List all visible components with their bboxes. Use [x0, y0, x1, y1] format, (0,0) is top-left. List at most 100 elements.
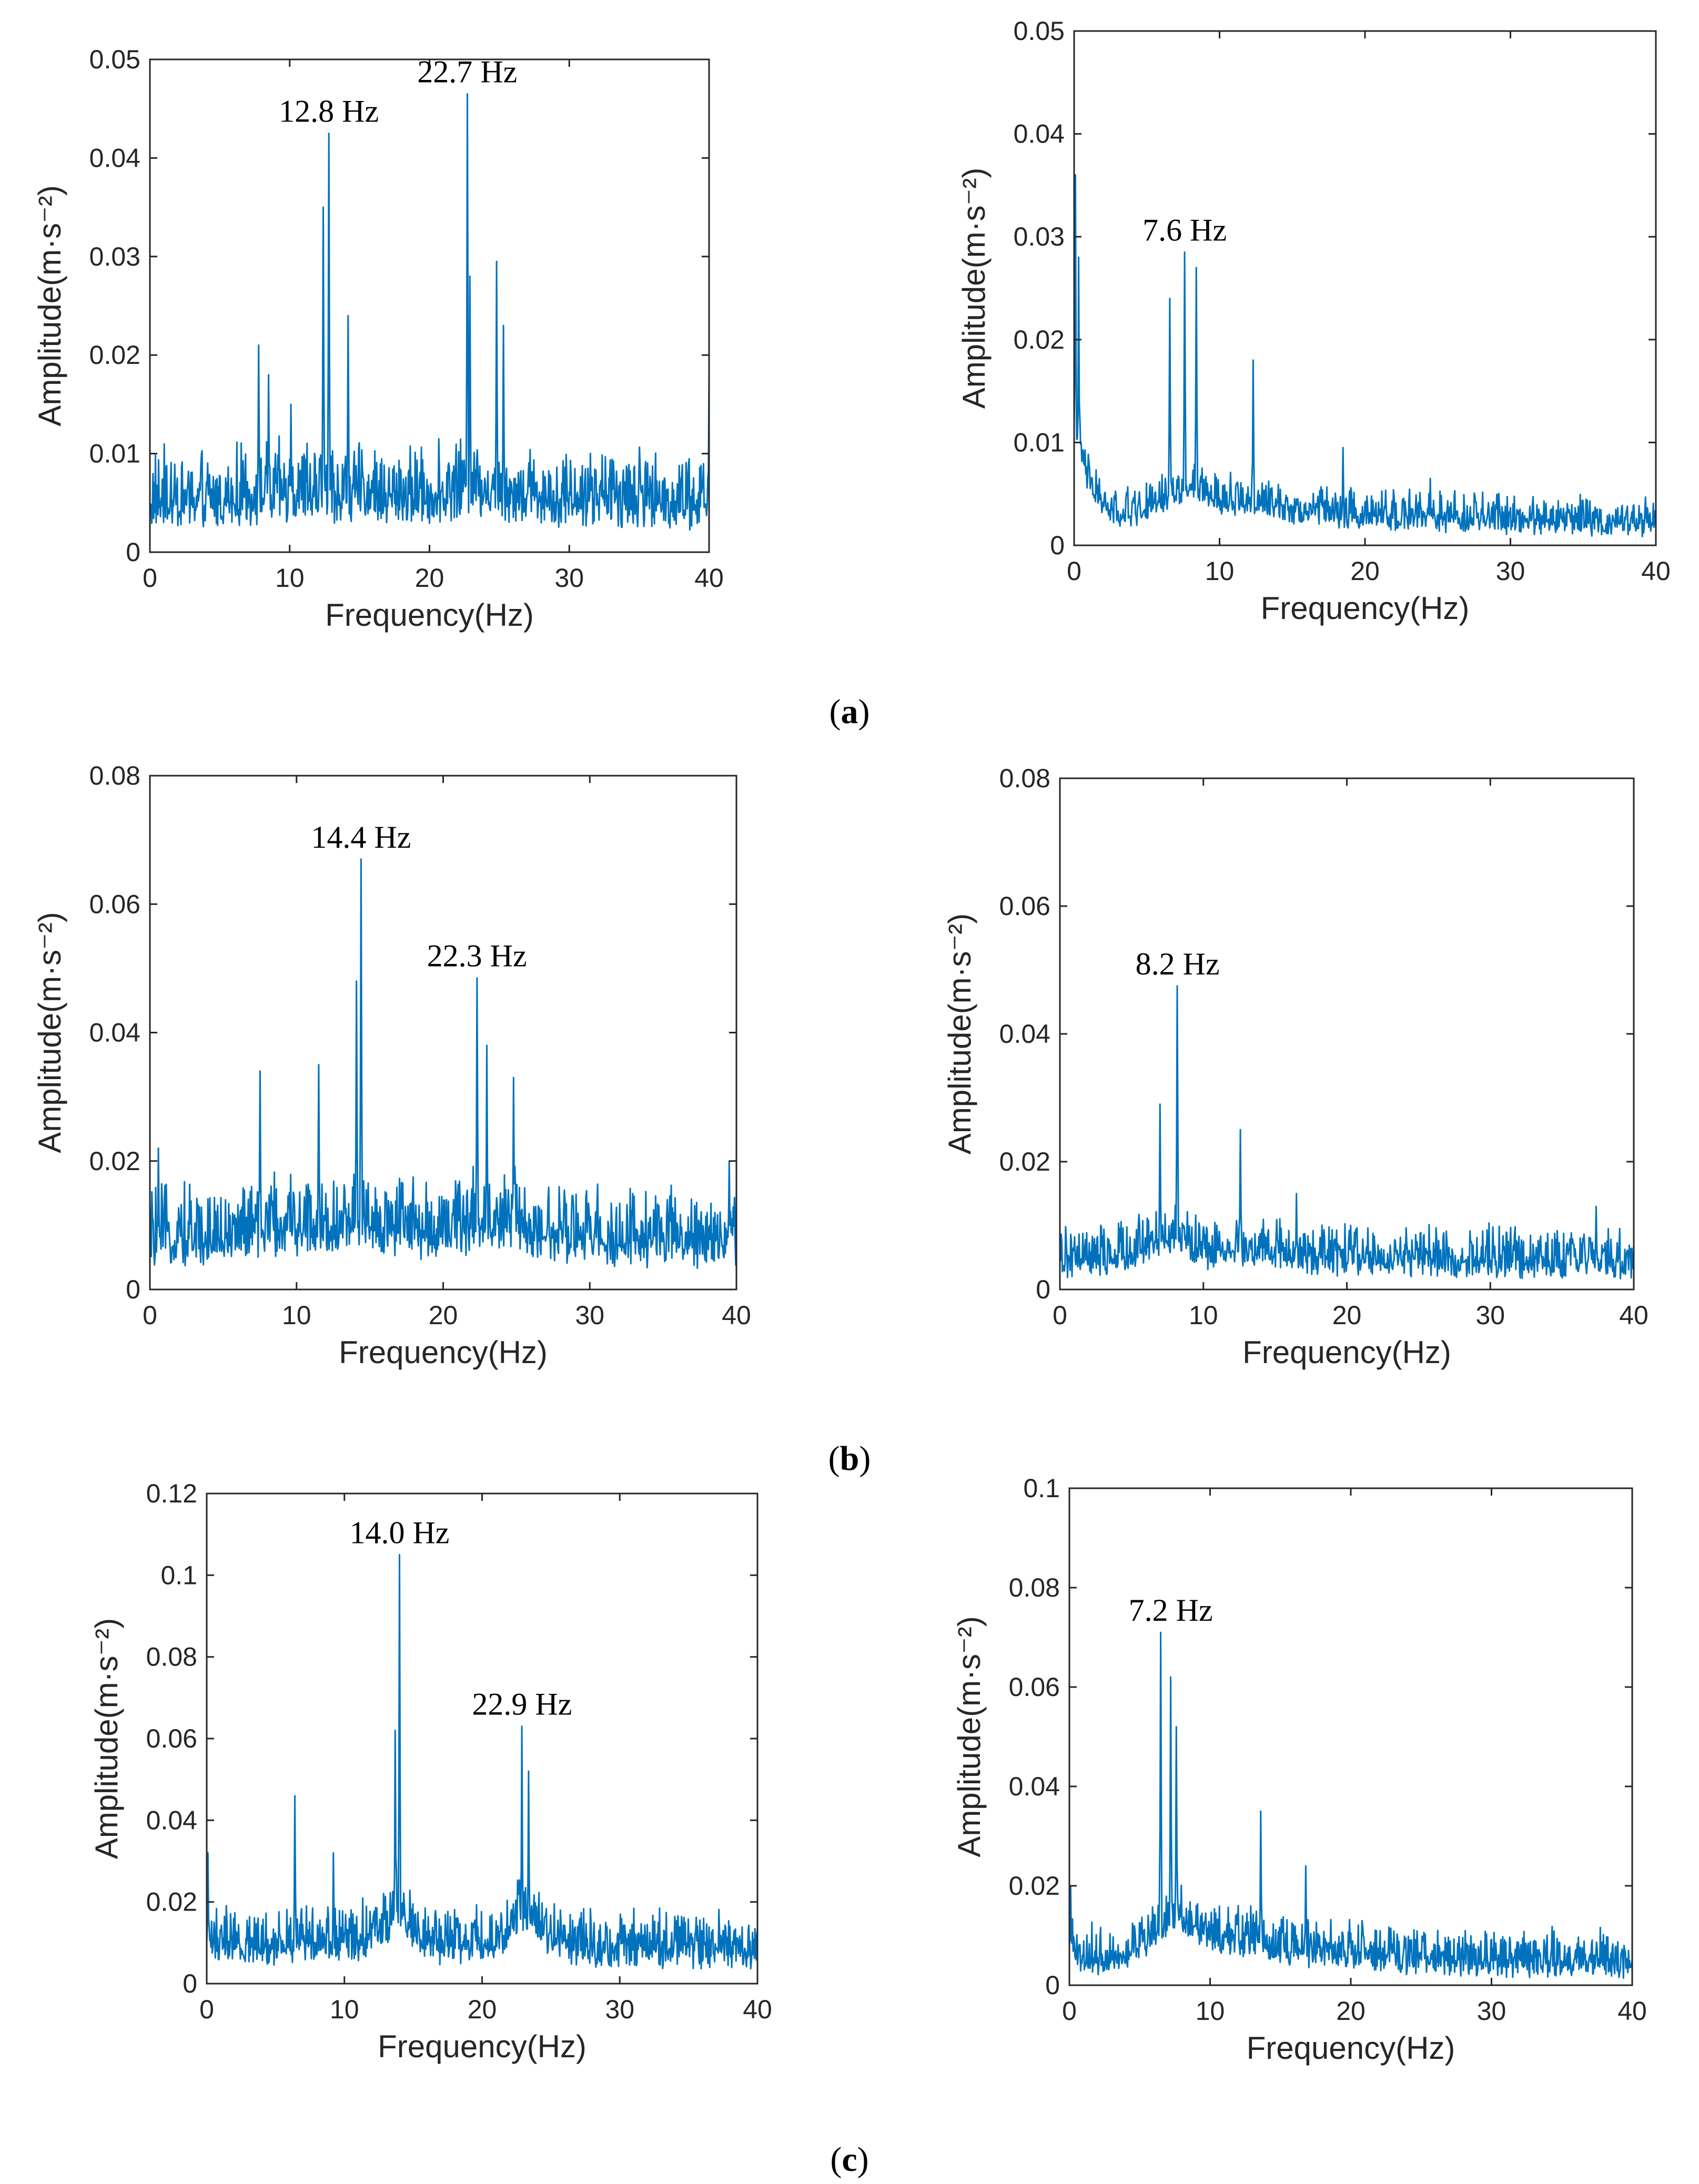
chart-c-right-xtick-label: 20 [1336, 1996, 1366, 2026]
chart-c-left-xtick-label: 40 [743, 1995, 772, 2024]
chart-c-right: 0 10 20 30 40 0 0.02 0.04 0.06 0.08 0.1 Frequency(H… [952, 1474, 1647, 2066]
chart-c-left-xtick-label: 30 [605, 1995, 634, 2024]
chart-c-left-xlabel: Frequency(Hz) [378, 2029, 586, 2064]
chart-c-left-ytick-label: 0.08 [146, 1642, 197, 1672]
chart-a-left-xtick-label: 30 [554, 563, 584, 593]
chart-a-left-ytick-label: 0 [126, 537, 140, 567]
chart-b-left-ytick-label: 0 [126, 1275, 140, 1304]
chart-a-left-xtick-label: 20 [415, 563, 444, 593]
chart-c-left-ytick-label: 0.06 [146, 1724, 197, 1753]
chart-b-left-xtick-label: 20 [429, 1301, 458, 1330]
chart-a-right-peak-annotation: 7.6 Hz [1142, 213, 1227, 248]
chart-b-left-ytick-label: 0.04 [89, 1018, 140, 1048]
chart-c-right-ytick-label: 0.1 [1023, 1474, 1060, 1503]
chart-a-right: 0 10 20 30 40 0 0.01 0.02 0.03 0.04 0.05 Frequency(… [956, 16, 1671, 626]
chart-a-right-ytick-label: 0.01 [1014, 428, 1065, 457]
chart-c-right-ytick-label: 0.08 [1009, 1573, 1060, 1602]
chart-b-right-ytick-label: 0.06 [999, 891, 1050, 921]
chart-a-left-ytick-label: 0.05 [89, 45, 140, 74]
chart-a-left-xtick-label: 40 [694, 563, 724, 593]
chart-c-right-ytick-label: 0.02 [1009, 1871, 1060, 1901]
chart-c-right-axes-box [1068, 1487, 1633, 1986]
chart-c-right-ytick-label: 0.06 [1009, 1672, 1060, 1702]
chart-b-right-xtick-label: 10 [1189, 1301, 1218, 1330]
chart-c-left-ytick-label: 0 [183, 1969, 197, 1998]
chart-a-right-xtick-label: 20 [1350, 556, 1380, 586]
chart-b-right-xlabel: Frequency(Hz) [1242, 1335, 1451, 1370]
chart-c-left-xtick-label: 0 [199, 1995, 214, 2024]
chart-b-right-series-line [1059, 985, 1635, 1279]
chart-c-left-series-line [206, 1554, 759, 1970]
chart-a-left: 0 10 20 30 40 0 0.01 0.02 0.03 0.04 0.05 Frequency(… [32, 45, 724, 633]
chart-b-left-xlabel: Frequency(Hz) [339, 1335, 548, 1370]
panel-label-a: (a) [830, 693, 870, 731]
chart-b-left-ytick-label: 0.02 [89, 1146, 140, 1176]
chart-b-left-xtick-label: 10 [282, 1301, 311, 1330]
chart-c-right-xlabel: Frequency(Hz) [1247, 2030, 1455, 2066]
chart-a-left-series-line [149, 93, 710, 531]
chart-b-right-xtick-label: 0 [1053, 1301, 1067, 1330]
chart-c-right-xtick-label: 30 [1477, 1996, 1506, 2026]
chart-a-right-ytick-label: 0.05 [1014, 16, 1065, 46]
chart-c-right-ytick-label: 0.04 [1009, 1772, 1060, 1801]
chart-c-right-series-line [1068, 1631, 1633, 1979]
chart-a-left-peak-annotation: 22.7 Hz [417, 55, 517, 89]
chart-b-right-ytick-label: 0.02 [999, 1147, 1050, 1176]
chart-c-left-xtick-label: 20 [468, 1995, 497, 2024]
chart-a-right-ytick-label: 0 [1050, 531, 1065, 560]
chart-a-right-xtick-label: 40 [1641, 556, 1671, 586]
chart-a-left-ylabel: Amplitude(m·s⁻²) [32, 185, 67, 426]
chart-a-left-ytick-label: 0.02 [89, 340, 140, 370]
chart-b-left-xtick-label: 0 [143, 1301, 157, 1330]
chart-b-right-xtick-label: 40 [1619, 1301, 1649, 1330]
chart-a-left-xtick-label: 0 [143, 563, 157, 593]
chart-b-left-xtick-label: 30 [575, 1301, 604, 1330]
chart-b-left-ylabel: Amplitude(m·s⁻²) [32, 912, 67, 1153]
panel-label-c: (c) [830, 2140, 868, 2179]
chart-a-right-ytick-label: 0.03 [1014, 222, 1065, 251]
panel-label-b: (b) [828, 1439, 871, 1478]
chart-a-right-axes-box [1073, 30, 1657, 546]
chart-c-left-axes-box [206, 1492, 759, 1985]
chart-b-right-peak-annotation: 8.2 Hz [1136, 947, 1220, 981]
chart-a-left-axes-box [149, 58, 710, 553]
chart-b-left-ytick-label: 0.08 [89, 761, 140, 790]
chart-a-right-xtick-label: 10 [1205, 556, 1235, 586]
chart-c-right-xtick-label: 10 [1196, 1996, 1225, 2026]
chart-c-right-ytick-label: 0 [1045, 1970, 1060, 2000]
chart-a-left-xlabel: Frequency(Hz) [325, 597, 534, 633]
chart-b-right-ylabel: Amplitude(m·s⁻²) [942, 913, 977, 1154]
chart-b-left-xtick-label: 40 [722, 1301, 751, 1330]
chart-c-left-peak-annotation: 14.0 Hz [349, 1516, 449, 1550]
chart-c-right-xtick-label: 0 [1062, 1996, 1077, 2026]
chart-c-right-xtick-label: 40 [1617, 1996, 1647, 2026]
chart-b-left-peak-annotation: 22.3 Hz [427, 939, 527, 973]
chart-a-right-xtick-label: 30 [1496, 556, 1525, 586]
chart-c-left-xtick-label: 10 [330, 1995, 359, 2024]
chart-a-left-peak-annotation: 12.8 Hz [279, 94, 379, 129]
chart-b-right-ytick-label: 0.08 [999, 764, 1050, 793]
chart-a-right-ytick-label: 0.04 [1014, 119, 1065, 149]
chart-a-right-xlabel: Frequency(Hz) [1261, 591, 1470, 626]
chart-a-left-ytick-label: 0.01 [89, 439, 140, 469]
chart-b-left: 0 10 20 30 40 0 0.02 0.04 0.06 0.08 Frequency(Hz) A… [32, 761, 751, 1370]
chart-c-left-ytick-label: 0.04 [146, 1805, 197, 1835]
chart-b-right: 0 10 20 30 40 0 0.02 0.04 0.06 0.08 Frequency(Hz) A… [942, 764, 1649, 1370]
chart-b-left-peak-annotation: 14.4 Hz [311, 820, 411, 855]
chart-c-right-peak-annotation: 7.2 Hz [1129, 1593, 1213, 1628]
chart-a-left-ytick-label: 0.03 [89, 242, 140, 271]
chart-a-left-ytick-label: 0.04 [89, 143, 140, 172]
chart-c-left-ytick-label: 0.12 [146, 1479, 197, 1508]
chart-a-left-xtick-label: 10 [275, 563, 305, 593]
chart-b-right-axes-box [1059, 777, 1635, 1291]
chart-c-left-ytick-label: 0.1 [160, 1560, 197, 1590]
charts-group: 0 10 20 30 40 0 0.01 0.02 0.03 0.04 0.05 Frequency(… [32, 16, 1671, 2066]
chart-a-right-xtick-label: 0 [1067, 556, 1081, 586]
chart-c-left-ylabel: Amplitude(m·s⁻²) [89, 1618, 124, 1859]
chart-b-left-ytick-label: 0.06 [89, 889, 140, 919]
chart-c-left-peak-annotation: 22.9 Hz [472, 1687, 572, 1722]
chart-b-left-series-line [149, 858, 737, 1269]
chart-b-right-xtick-label: 20 [1332, 1301, 1362, 1330]
chart-c-left-ytick-label: 0.02 [146, 1887, 197, 1917]
